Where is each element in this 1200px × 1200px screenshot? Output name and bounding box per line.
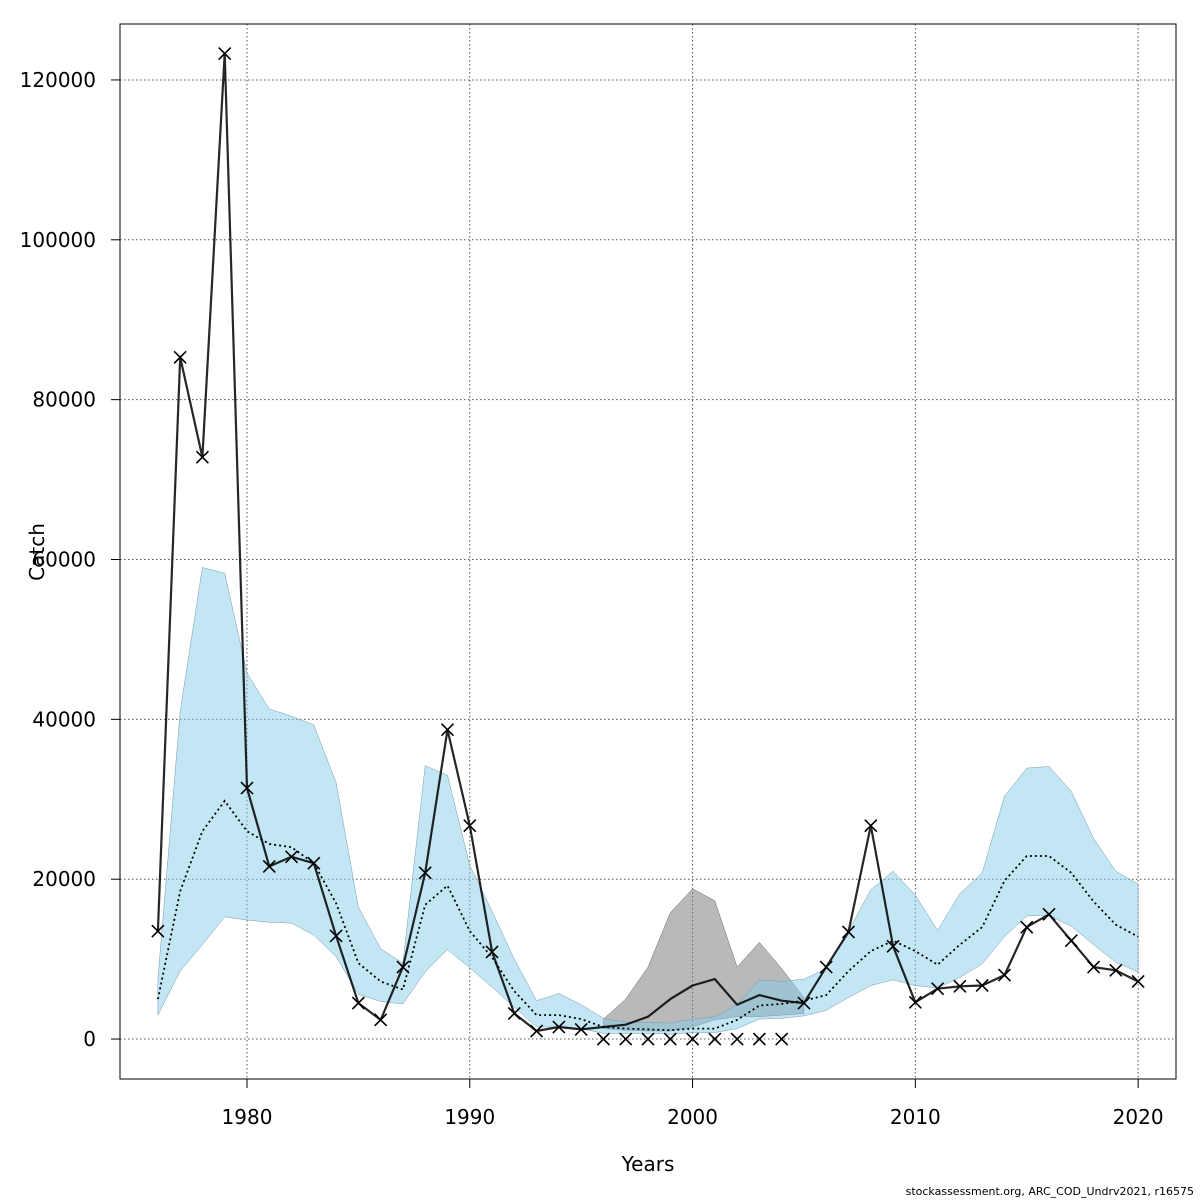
y-axis-title: Catch: [25, 523, 49, 581]
y-tick-label: 60000: [32, 547, 96, 571]
y-tick-label: 20000: [32, 867, 96, 891]
observed-point: [641, 1032, 655, 1046]
x-tick-label: 1990: [444, 1105, 495, 1129]
observed-point: [1042, 907, 1056, 921]
observed-point: [931, 982, 945, 996]
observed-point: [284, 850, 299, 864]
observed-point: [886, 939, 900, 953]
observed-point: [195, 450, 209, 464]
x-tick-label: 2000: [667, 1105, 718, 1129]
observed-point: [708, 1032, 722, 1046]
observed-point: [663, 1032, 677, 1046]
footnote: stockassessment.org, ARC_COD_Undrv2021, …: [905, 1185, 1194, 1198]
observed-point: [1109, 963, 1123, 977]
y-tick-label: 100000: [20, 228, 96, 252]
observed-point: [240, 781, 254, 795]
y-tick-label: 80000: [32, 388, 96, 412]
x-tick-label: 2020: [1113, 1105, 1164, 1129]
observed-point: [685, 1032, 700, 1046]
predicted-line: [157, 799, 1139, 1032]
observed-point: [997, 968, 1012, 982]
observed-point: [307, 856, 321, 870]
observed-point: [374, 1013, 388, 1027]
observed-point: [819, 960, 833, 974]
confidence-bands: [157, 567, 1139, 1035]
y-tick-label: 120000: [20, 68, 96, 92]
observed-point: [975, 978, 989, 993]
axes: 1980 1990 2000 2010 2020 0 20000 40000 60000 8000…: [20, 68, 1164, 1129]
observed-point: [1131, 974, 1145, 989]
fit-line: [156, 52, 1139, 1033]
observed-point: [1087, 960, 1101, 974]
predicted-band: [157, 567, 1139, 1035]
observed-point: [463, 819, 477, 833]
observed-point: [418, 866, 432, 880]
observed-point: [797, 996, 811, 1010]
observed-point: [841, 925, 856, 939]
observed-point: [262, 859, 276, 873]
x-tick-label: 2010: [890, 1105, 941, 1129]
observed-point: [908, 995, 922, 1009]
observed-point: [953, 979, 967, 993]
observed-point: [730, 1032, 744, 1046]
y-tick-label: 40000: [32, 707, 96, 731]
observed-point: [530, 1024, 544, 1038]
observed-point: [619, 1032, 633, 1046]
observed-point: [1020, 920, 1034, 934]
y-tick-label: 0: [83, 1027, 96, 1051]
observed-point: [1064, 934, 1078, 948]
observed-point: [218, 47, 232, 61]
x-axis-title: Years: [621, 1152, 675, 1176]
observed-point: [507, 1006, 521, 1021]
observed-point: [351, 996, 365, 1010]
observed-point: [775, 1032, 789, 1046]
observed-point: [574, 1022, 588, 1037]
observed-point: [864, 819, 878, 833]
series-lines: [156, 52, 1139, 1033]
observed-point: [329, 929, 343, 943]
observed-point: [596, 1032, 611, 1046]
x-tick-label: 1980: [222, 1105, 273, 1129]
observed-point: [440, 723, 455, 737]
observed-point: [485, 945, 499, 959]
observed-points: [151, 47, 1145, 1046]
observed-point: [151, 924, 165, 938]
observed-point: [552, 1020, 566, 1034]
observed-point: [173, 350, 187, 364]
observed-point: [752, 1032, 766, 1046]
observed-point: [396, 960, 410, 974]
